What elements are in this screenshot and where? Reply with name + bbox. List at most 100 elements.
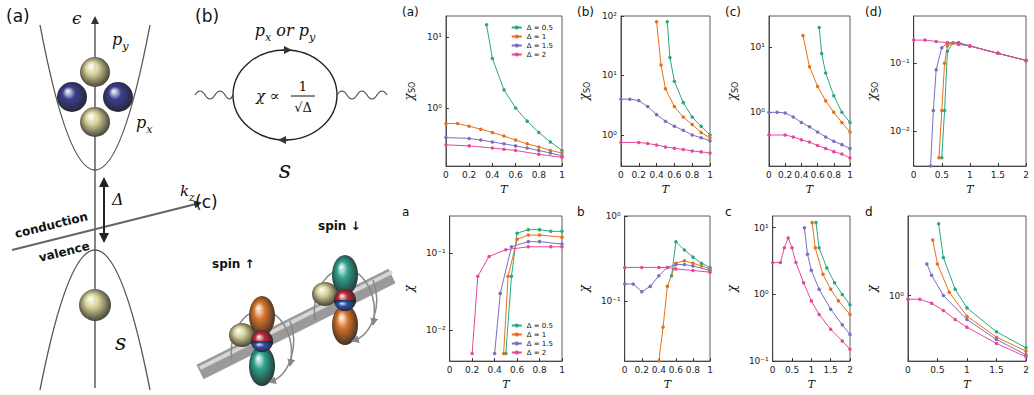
svg-text:(c): (c)	[195, 192, 218, 212]
svg-text:1: 1	[299, 79, 307, 94]
svg-text:10⁰: 10⁰	[754, 289, 769, 299]
svg-text:T: T	[806, 183, 815, 196]
svg-text:0.6: 0.6	[810, 170, 825, 180]
svg-text:10⁰: 10⁰	[889, 291, 904, 301]
svg-text:Δ = 1.5: Δ = 1.5	[527, 340, 553, 348]
svg-text:10¹: 10¹	[754, 223, 769, 233]
svg-text:T: T	[963, 378, 972, 391]
svg-text:0: 0	[766, 170, 772, 180]
svg-text:0.5: 0.5	[930, 365, 944, 375]
svg-text:c: c	[725, 205, 732, 219]
svg-text:0: 0	[443, 170, 449, 180]
svg-text:1: 1	[847, 170, 853, 180]
svg-text:0.4: 0.4	[487, 365, 502, 375]
svg-text:ϵ: ϵ	[72, 8, 82, 28]
svg-text:0: 0	[622, 365, 628, 375]
svg-text:T: T	[502, 378, 511, 391]
svg-text:SO: SO	[871, 82, 880, 93]
svg-text:0.2: 0.2	[778, 170, 792, 180]
svg-text:0.8: 0.8	[827, 170, 842, 180]
svg-text:χ: χ	[725, 284, 739, 293]
svg-text:0: 0	[618, 170, 624, 180]
svg-text:1: 1	[808, 365, 814, 375]
svg-text:Δ = 1.5: Δ = 1.5	[527, 42, 553, 50]
svg-text:2: 2	[1023, 170, 1029, 180]
svg-text:Δ = 1: Δ = 1	[527, 33, 547, 41]
svg-text:0.4: 0.4	[794, 170, 809, 180]
svg-text:10⁻²: 10⁻²	[890, 126, 910, 136]
svg-text:10²: 10²	[602, 11, 617, 21]
svg-text:Δ = 1: Δ = 1	[527, 331, 547, 339]
svg-text:χ: χ	[577, 284, 591, 293]
svg-text:0.2: 0.2	[462, 170, 476, 180]
svg-text:10⁰: 10⁰	[750, 107, 765, 117]
svg-text:10⁰: 10⁰	[427, 103, 442, 113]
svg-text:s: s	[279, 156, 291, 184]
svg-text:b: b	[577, 205, 585, 219]
svg-text:spin ↓: spin ↓	[318, 219, 361, 233]
svg-text:0.8: 0.8	[685, 170, 700, 180]
svg-text:0.8: 0.8	[532, 170, 547, 180]
svg-text:0.5: 0.5	[785, 365, 799, 375]
svg-text:0: 0	[911, 170, 917, 180]
svg-text:Δ = 2: Δ = 2	[527, 349, 547, 357]
svg-text:0.2: 0.2	[635, 365, 649, 375]
svg-text:(d): (d)	[865, 5, 882, 19]
svg-text:10⁻¹: 10⁻¹	[426, 248, 446, 258]
svg-text:2: 2	[847, 365, 853, 375]
svg-text:(c): (c)	[725, 5, 741, 19]
svg-text:s: s	[115, 330, 126, 355]
svg-text:T: T	[662, 183, 671, 196]
svg-text:2: 2	[1023, 365, 1029, 375]
svg-text:10⁰: 10⁰	[606, 211, 621, 221]
svg-text:0: 0	[447, 365, 453, 375]
svg-text:0.6: 0.6	[669, 365, 684, 375]
svg-text:0.8: 0.8	[686, 365, 701, 375]
svg-text:10⁻¹: 10⁻¹	[601, 296, 621, 306]
svg-text:0.4: 0.4	[652, 365, 667, 375]
svg-text:1.5: 1.5	[991, 170, 1005, 180]
svg-text:(a): (a)	[402, 5, 419, 19]
svg-text:10⁻¹: 10⁻¹	[749, 356, 769, 366]
svg-text:1.5: 1.5	[989, 365, 1003, 375]
svg-text:px or py: px or py	[255, 21, 316, 44]
svg-text:1.5: 1.5	[824, 365, 838, 375]
svg-text:1: 1	[707, 365, 713, 375]
svg-text:10⁻¹: 10⁻¹	[890, 58, 910, 68]
svg-text:T: T	[500, 183, 509, 196]
svg-text:px: px	[136, 113, 153, 136]
svg-text:0: 0	[905, 365, 911, 375]
svg-text:kz: kz	[180, 182, 195, 203]
svg-text:0.6: 0.6	[667, 170, 682, 180]
svg-text:0.6: 0.6	[508, 170, 523, 180]
svg-text:(b): (b)	[195, 6, 219, 26]
svg-text:χ ∝: χ ∝	[255, 87, 280, 105]
svg-text:(b): (b)	[577, 5, 594, 19]
svg-text:10¹: 10¹	[602, 70, 617, 80]
svg-text:d: d	[865, 205, 873, 219]
svg-text:T: T	[808, 378, 817, 391]
svg-text:1: 1	[707, 170, 713, 180]
svg-text:10¹: 10¹	[427, 32, 442, 42]
svg-text:T: T	[966, 183, 975, 196]
svg-text:√Δ: √Δ	[294, 100, 312, 115]
svg-text:10⁰: 10⁰	[602, 130, 617, 140]
svg-text:χ: χ	[865, 284, 879, 293]
svg-text:py: py	[112, 30, 129, 53]
svg-text:(a): (a)	[6, 6, 30, 26]
svg-text:valence: valence	[37, 239, 91, 265]
svg-text:1: 1	[559, 170, 565, 180]
svg-text:SO: SO	[583, 82, 592, 93]
svg-text:0.2: 0.2	[465, 365, 479, 375]
svg-text:spin ↑: spin ↑	[212, 257, 255, 271]
svg-text:10¹: 10¹	[750, 42, 765, 52]
svg-text:Δ = 0.5: Δ = 0.5	[527, 24, 553, 32]
svg-text:Δ: Δ	[111, 190, 124, 209]
svg-text:conduction: conduction	[13, 209, 89, 241]
svg-text:0.4: 0.4	[649, 170, 664, 180]
svg-text:10⁻²: 10⁻²	[426, 325, 446, 335]
svg-text:1: 1	[967, 170, 973, 180]
svg-text:SO: SO	[408, 82, 417, 93]
svg-text:χ: χ	[402, 284, 416, 293]
svg-text:0.4: 0.4	[485, 170, 500, 180]
